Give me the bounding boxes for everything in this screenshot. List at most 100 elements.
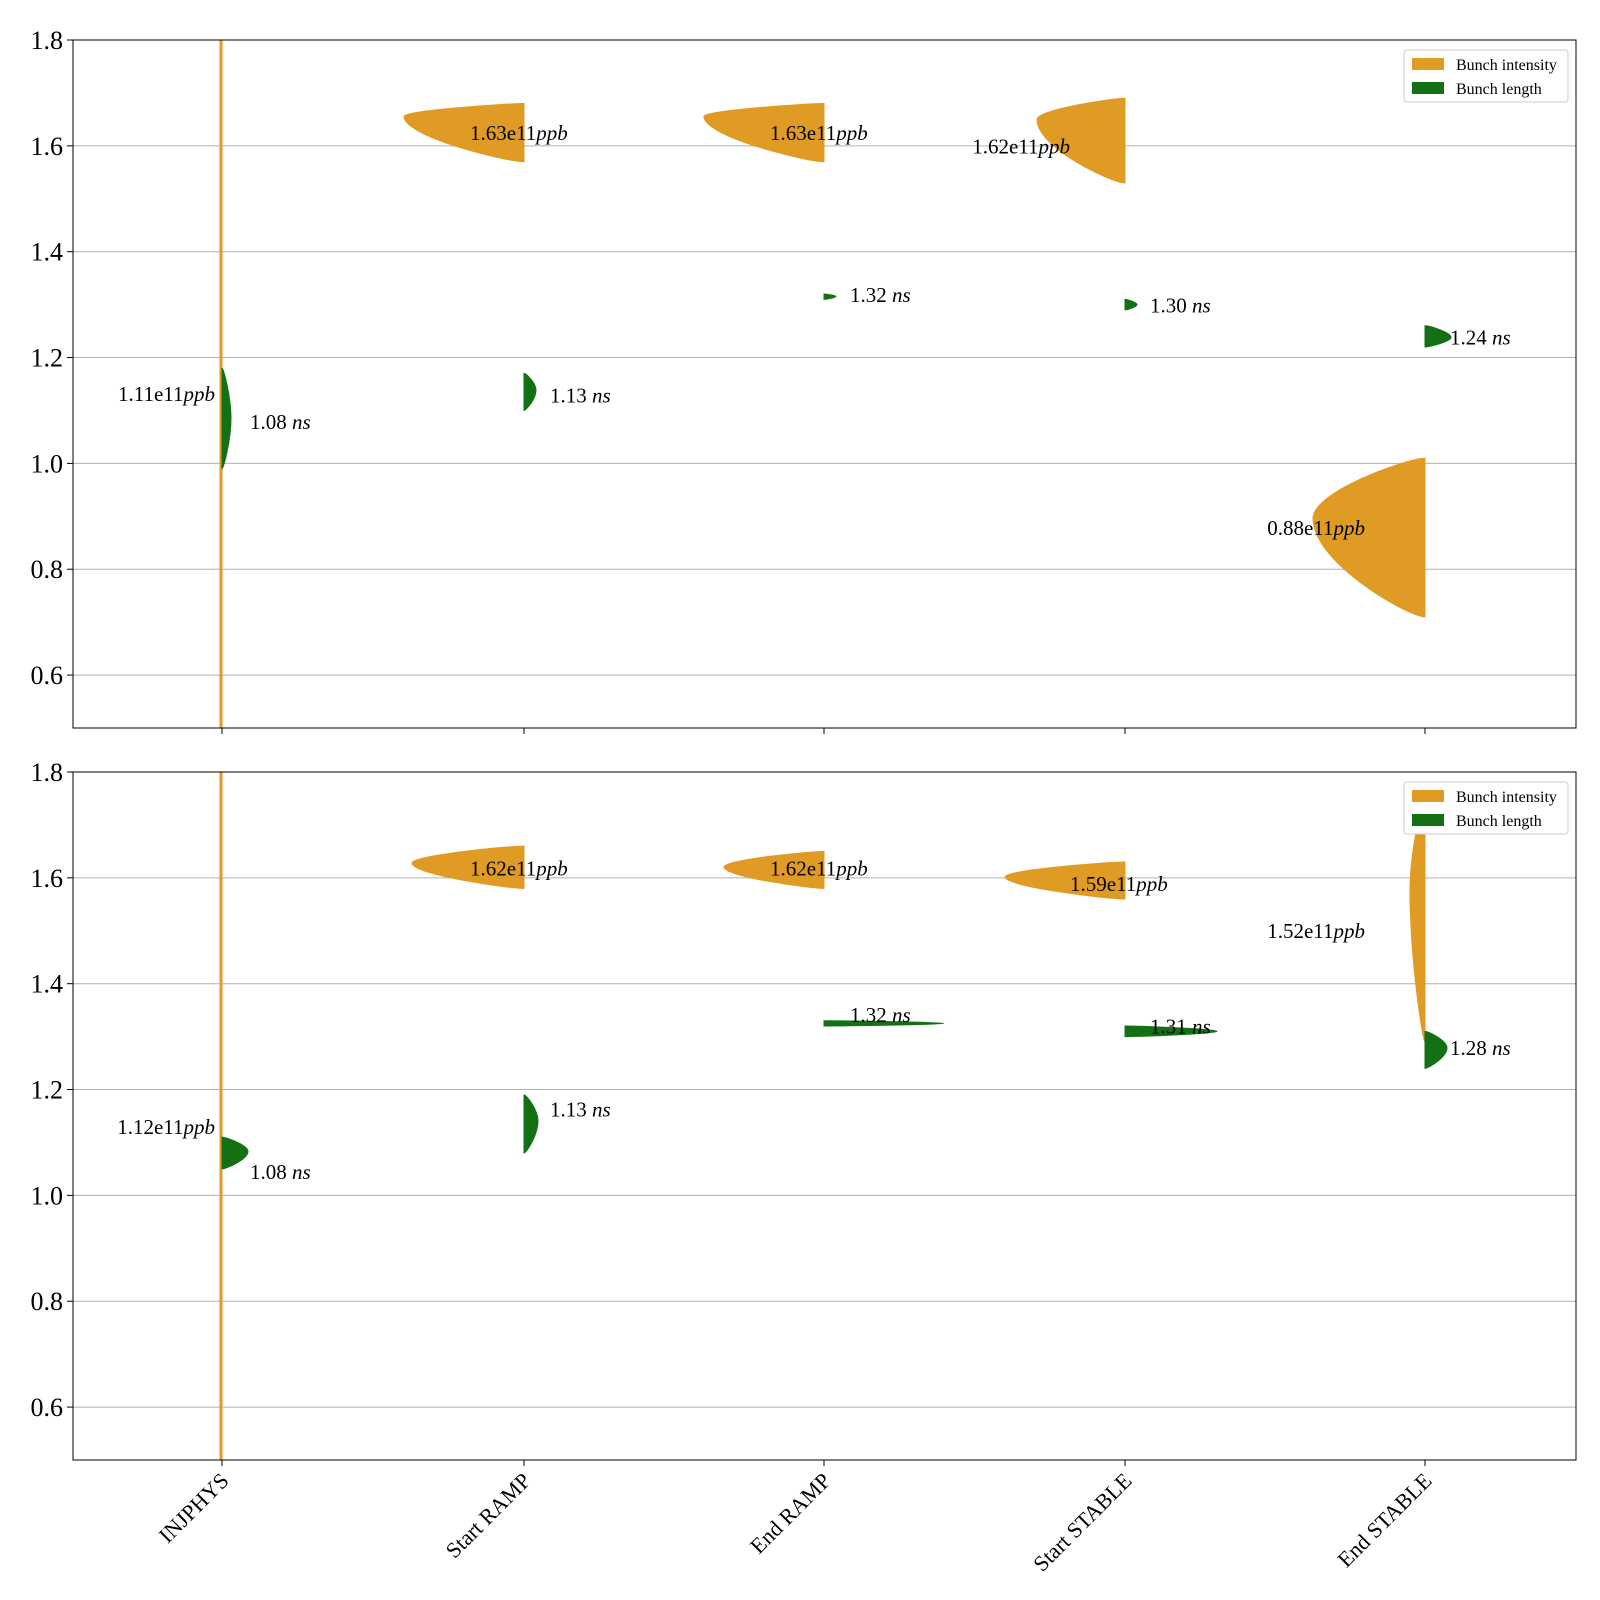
y-tick-label: 0.6 <box>31 1393 64 1422</box>
intensity-value: 1.12e11 <box>117 1115 183 1139</box>
length-legend-swatch <box>1412 814 1444 826</box>
length-annotation: 1.13 ns <box>550 1098 611 1122</box>
axes-frame <box>72 771 1577 1461</box>
y-tick-label: 1.6 <box>31 132 64 161</box>
y-tick-label: 0.8 <box>31 1287 64 1316</box>
intensity-legend-swatch <box>1412 790 1444 802</box>
length-legend-label: Bunch length <box>1456 813 1542 830</box>
intensity-unit: ppb <box>1134 872 1168 896</box>
length-annotation: 1.13 ns <box>550 384 611 408</box>
length-legend-label: Bunch length <box>1456 81 1542 98</box>
length-annotation: 1.31 ns <box>1150 1014 1211 1038</box>
length-unit: ns <box>892 283 911 307</box>
length-value: 1.08 <box>250 1160 292 1184</box>
x-category-label: Start RAMP <box>440 1468 535 1563</box>
length-annotation: 1.32 ns <box>850 283 911 307</box>
x-category-label: End RAMP <box>745 1468 836 1559</box>
intensity-annotation: 1.12e11ppb <box>117 1115 215 1139</box>
length-value: 1.28 <box>1450 1036 1492 1060</box>
intensity-annotation: 1.62e11ppb <box>770 856 868 880</box>
length-violin <box>1424 325 1452 348</box>
intensity-unit: ppb <box>182 382 216 406</box>
length-value: 1.08 <box>250 410 292 434</box>
y-tick-label: 1.0 <box>31 1181 64 1210</box>
intensity-value: 1.63e11 <box>470 121 536 145</box>
length-unit: ns <box>1492 1036 1511 1060</box>
length-annotation: 1.24 ns <box>1450 325 1511 349</box>
length-annotation: 1.30 ns <box>1150 294 1211 318</box>
y-tick-label: 1.6 <box>31 864 64 893</box>
intensity-unit: ppb <box>534 856 568 880</box>
intensity-legend-label: Bunch intensity <box>1456 57 1557 74</box>
y-tick-label: 0.8 <box>31 555 64 584</box>
intensity-unit: ppb <box>182 1115 216 1139</box>
intensity-annotation: 1.52e11ppb <box>1267 919 1365 943</box>
intensity-violin <box>1312 457 1426 618</box>
length-unit: ns <box>592 1098 611 1122</box>
length-violin <box>523 372 537 411</box>
length-value: 1.13 <box>550 1098 592 1122</box>
x-category-labels: INJPHYS Start RAMP End RAMP Start STABLE End… <box>154 1468 1437 1576</box>
intensity-annotation: 1.63e11ppb <box>470 121 568 145</box>
length-unit: ns <box>292 410 311 434</box>
length-annotation: 1.28 ns <box>1450 1036 1511 1060</box>
violin-layer <box>219 40 1452 728</box>
intensity-unit: ppb <box>1332 516 1366 540</box>
intensity-annotation: 1.11e11ppb <box>118 382 215 406</box>
intensity-violin <box>403 103 525 163</box>
intensity-violin <box>1409 797 1426 1043</box>
x-category-label: Start STABLE <box>1028 1468 1136 1576</box>
legend-box <box>1403 49 1569 103</box>
length-violin <box>823 293 837 300</box>
intensity-annotation: 1.63e11ppb <box>770 121 868 145</box>
length-violin <box>221 1136 249 1170</box>
length-annotation: 1.08 ns <box>250 410 311 434</box>
intensity-violin <box>1036 97 1126 184</box>
y-tick-label: 0.6 <box>31 661 64 690</box>
intensity-unit: ppb <box>534 121 568 145</box>
intensity-unit: ppb <box>834 856 868 880</box>
length-value: 1.24 <box>1450 325 1492 349</box>
length-unit: ns <box>1492 325 1511 349</box>
violin-layer <box>219 772 1448 1460</box>
length-value: 1.13 <box>550 384 592 408</box>
axes-frame <box>72 39 1577 729</box>
intensity-value: 1.62e11 <box>770 856 836 880</box>
length-legend-swatch <box>1412 82 1444 94</box>
x-category-label: INJPHYS <box>154 1468 234 1548</box>
legend: Bunch intensity Bunch length <box>1403 49 1569 103</box>
length-unit: ns <box>1192 294 1211 318</box>
intensity-legend-swatch <box>1412 58 1444 70</box>
length-violin <box>823 1020 945 1027</box>
intensity-legend-label: Bunch intensity <box>1456 789 1557 806</box>
length-unit: ns <box>292 1160 311 1184</box>
intensity-value: 1.62e11 <box>972 134 1038 158</box>
y-tick-label: 1.8 <box>31 26 64 55</box>
intensity-value: 1.62e11 <box>470 856 536 880</box>
intensity-unit: ppb <box>1037 134 1071 158</box>
intensity-value: 1.63e11 <box>770 121 836 145</box>
length-unit: ns <box>592 384 611 408</box>
intensity-annotation: 1.59e11ppb <box>1070 872 1168 896</box>
intensity-annotation: 0.88e11ppb <box>1267 516 1365 540</box>
intensity-annotation: 1.62e11ppb <box>470 856 568 880</box>
length-annotation: 1.08 ns <box>250 1160 311 1184</box>
length-violin <box>1124 1025 1218 1038</box>
intensity-violin <box>723 850 825 889</box>
intensity-value: 1.52e11 <box>1267 919 1333 943</box>
intensity-violin <box>1004 861 1126 900</box>
length-annotation: 1.32 ns <box>850 1003 911 1027</box>
intensity-value: 0.88e11 <box>1267 516 1333 540</box>
y-tick-label: 1.2 <box>31 1076 64 1105</box>
y-tick-label: 1.4 <box>31 970 64 999</box>
y-tick-label: 1.4 <box>31 238 64 267</box>
length-value: 1.32 <box>850 283 892 307</box>
length-violin <box>523 1094 539 1154</box>
legend-box <box>1403 781 1569 835</box>
y-tick-label: 1.2 <box>31 344 64 373</box>
length-value: 1.30 <box>1150 294 1192 318</box>
x-category-label: End STABLE <box>1332 1468 1436 1572</box>
intensity-annotation: 1.62e11ppb <box>972 134 1070 158</box>
